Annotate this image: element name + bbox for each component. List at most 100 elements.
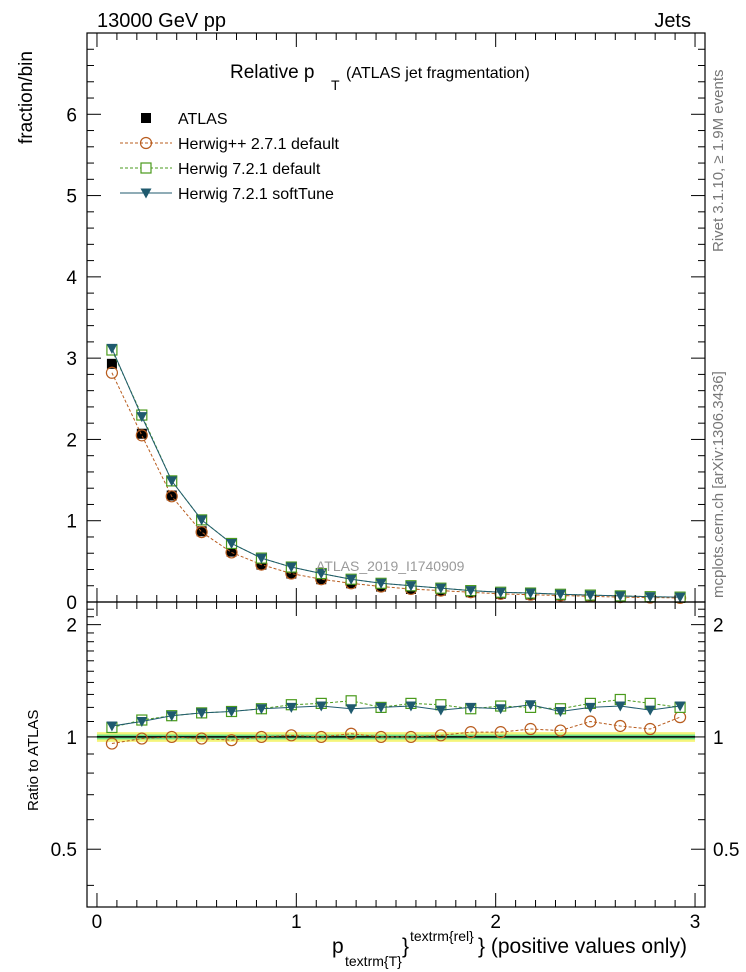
header-left: 13000 GeV pp — [97, 10, 226, 32]
main-series-herwig-7-2-1-softtune — [106, 343, 686, 603]
main-y-tick-label: 2 — [66, 430, 77, 451]
ratio-x-ticks: 0 1 2 3 — [92, 602, 701, 933]
main-panel: 0 1 2 3 4 5 6 fraction/bin Relative p T (ATLAS… — [16, 32, 706, 614]
legend-label: ATLAS — [178, 111, 228, 128]
main-point-atlas — [316, 574, 327, 585]
ratio-point-herwig-7-2-1-softtune — [255, 704, 267, 715]
ratio-point-herwig-7-2-1-softtune — [136, 716, 148, 727]
x-axis-label: p textrm{T} } textrm{rel} } (positive va… — [332, 928, 687, 969]
x-axis-label-main: p — [332, 935, 344, 958]
main-point-herwig-7-2-1-softtune — [674, 592, 686, 603]
ratio-point-herwig-2-7-1-default — [494, 726, 507, 739]
main-title-text: Relative p — [230, 62, 315, 83]
ratio-point-herwig-7-2-1-softtune — [525, 700, 537, 711]
main-point-herwig-7-2-1-softtune — [375, 578, 387, 589]
main-line-herwig-7-2-1-softtune — [111, 348, 681, 598]
main-y-tick-label: 1 — [66, 512, 77, 533]
main-point-herwig-7-2-1-softtune — [435, 583, 447, 594]
main-point-herwig-7-2-1-softtune — [255, 553, 267, 564]
rivet-label: Rivet 3.1.10, ≥ 1.9M events — [710, 70, 727, 253]
legend-label: Herwig 7.2.1 default — [178, 161, 321, 178]
ratio-point-herwig-2-7-1-default — [584, 715, 597, 728]
legend-marker — [141, 113, 151, 123]
ratio-point-herwig-7-2-1-softtune — [495, 704, 507, 715]
main-point-herwig-2-7-1-default — [195, 525, 208, 539]
ratio-y-tick-label-right: 1 — [713, 728, 724, 749]
main-point-herwig-2-7-1-default — [135, 429, 148, 442]
watermark: ATLAS_2019_I1740909 — [316, 558, 465, 574]
ratio-point-herwig-7-2-1-softtune — [196, 708, 208, 719]
main-title-suffix: (ATLAS jet fragmentation) — [346, 65, 530, 82]
main-point-herwig-7-2-1-softtune — [285, 562, 297, 573]
ratio-point-herwig-2-7-1-default — [105, 737, 119, 750]
main-point-herwig-2-7-1-default — [105, 366, 119, 379]
main-plot-area — [105, 343, 687, 605]
main-y-ticks: 0 1 2 3 4 5 6 — [66, 48, 705, 614]
ratio-line-herwig-7-2-1-softtune — [111, 704, 681, 727]
x-axis-label-sub: textrm{T} — [345, 953, 402, 969]
main-point-herwig-7-2-1-softtune — [584, 590, 596, 601]
ratio-x-tick-label: 2 — [490, 912, 501, 933]
main-point-atlas — [136, 428, 147, 439]
main-y-tick-label: 0 — [66, 593, 77, 614]
main-point-atlas — [286, 568, 297, 579]
ratio-point-herwig-7-2-1-softtune — [285, 702, 297, 713]
main-y-tick-label: 5 — [66, 187, 77, 208]
main-point-herwig-7-2-1-softtune — [644, 592, 656, 603]
legend-entry-herwig-2-7-1-default: Herwig++ 2.7.1 default — [120, 136, 340, 153]
legend-marker — [139, 136, 153, 150]
main-point-atlas — [226, 546, 237, 557]
main-point-herwig-7-2-1-softtune — [226, 538, 238, 549]
ratio-plot-area — [96, 693, 696, 750]
ratio-point-herwig-2-7-1-default — [524, 722, 537, 736]
main-point-herwig-2-7-1-default — [165, 490, 178, 503]
ratio-y-axis-label: Ratio to ATLAS — [25, 710, 42, 811]
ratio-y-ticks: 0.5 0.5 1 1 2 2 — [51, 608, 739, 886]
ratio-point-herwig-2-7-1-default — [554, 724, 567, 737]
ratio-point-herwig-2-7-1-default — [195, 732, 208, 745]
x-axis-label-brace: } — [402, 935, 409, 958]
ratio-point-herwig-7-2-1-softtune — [614, 701, 626, 712]
main-y-tick-label: 6 — [66, 105, 77, 126]
main-point-herwig-7-2-1-softtune — [106, 343, 118, 354]
ratio-series-herwig-7-2-1-softtune — [106, 700, 686, 732]
main-point-herwig-7-2-1-softtune — [136, 412, 148, 423]
ratio-point-herwig-2-7-1-default — [644, 722, 657, 736]
main-point-herwig-7-2-1-softtune — [525, 588, 537, 599]
ratio-point-herwig-7-2-1-softtune — [375, 702, 387, 713]
mcplots-label: mcplots.cern.ch [arXiv:1306.3436] — [710, 371, 727, 598]
main-point-atlas — [106, 358, 117, 369]
ratio-y-tick-label: 0.5 — [51, 840, 77, 861]
ratio-point-herwig-7-2-1-softtune — [315, 701, 327, 712]
main-point-herwig-7-2-1-softtune — [315, 569, 327, 580]
main-title-sub: T — [331, 77, 340, 93]
main-point-herwig-7-2-1-softtune — [495, 587, 507, 598]
legend-marker — [140, 188, 152, 199]
ratio-point-herwig-7-2-1-softtune — [584, 702, 596, 713]
ratio-point-herwig-2-7-1-default — [285, 729, 298, 742]
ratio-point-herwig-7-2-1-softtune — [106, 721, 118, 732]
ratio-point-herwig-2-7-1-default — [404, 730, 418, 744]
ratio-x-tick-label: 3 — [690, 912, 701, 933]
legend-label: Herwig++ 2.7.1 default — [178, 136, 340, 153]
ratio-point-herwig-7-2-1-softtune — [345, 704, 357, 715]
ratio-point-herwig-2-7-1-default — [135, 732, 148, 745]
ratio-point-herwig-7-2-1-softtune — [405, 701, 417, 712]
legend-marker — [140, 162, 152, 174]
ratio-point-herwig-2-7-1-default — [255, 730, 268, 744]
main-point-herwig-7-2-1-softtune — [554, 589, 566, 600]
ratio-point-herwig-7-2-1-softtune — [435, 705, 447, 716]
ratio-point-herwig-7-2-1-softtune — [226, 706, 238, 717]
ratio-panel: 0.5 0.5 1 1 2 2 0 1 2 3 Ratio to ATLAS p textrm{… — [25, 601, 739, 969]
main-point-herwig-7-2-1-softtune — [345, 574, 357, 585]
ratio-x-tick-label: 1 — [291, 912, 302, 933]
main-point-herwig-7-2-1-softtune — [196, 515, 208, 526]
ratio-point-herwig-2-7-1-default — [345, 727, 358, 740]
ratio-y-tick-label-right: 2 — [713, 616, 724, 637]
main-title: Relative p T (ATLAS jet fragmentation) — [230, 62, 530, 93]
main-y-tick-label: 3 — [66, 349, 77, 370]
main-y-axis-label: fraction/bin — [16, 51, 37, 144]
x-axis-label-suffix: } (positive values only) — [478, 935, 687, 958]
ratio-point-herwig-7-2-1-softtune — [644, 705, 656, 716]
